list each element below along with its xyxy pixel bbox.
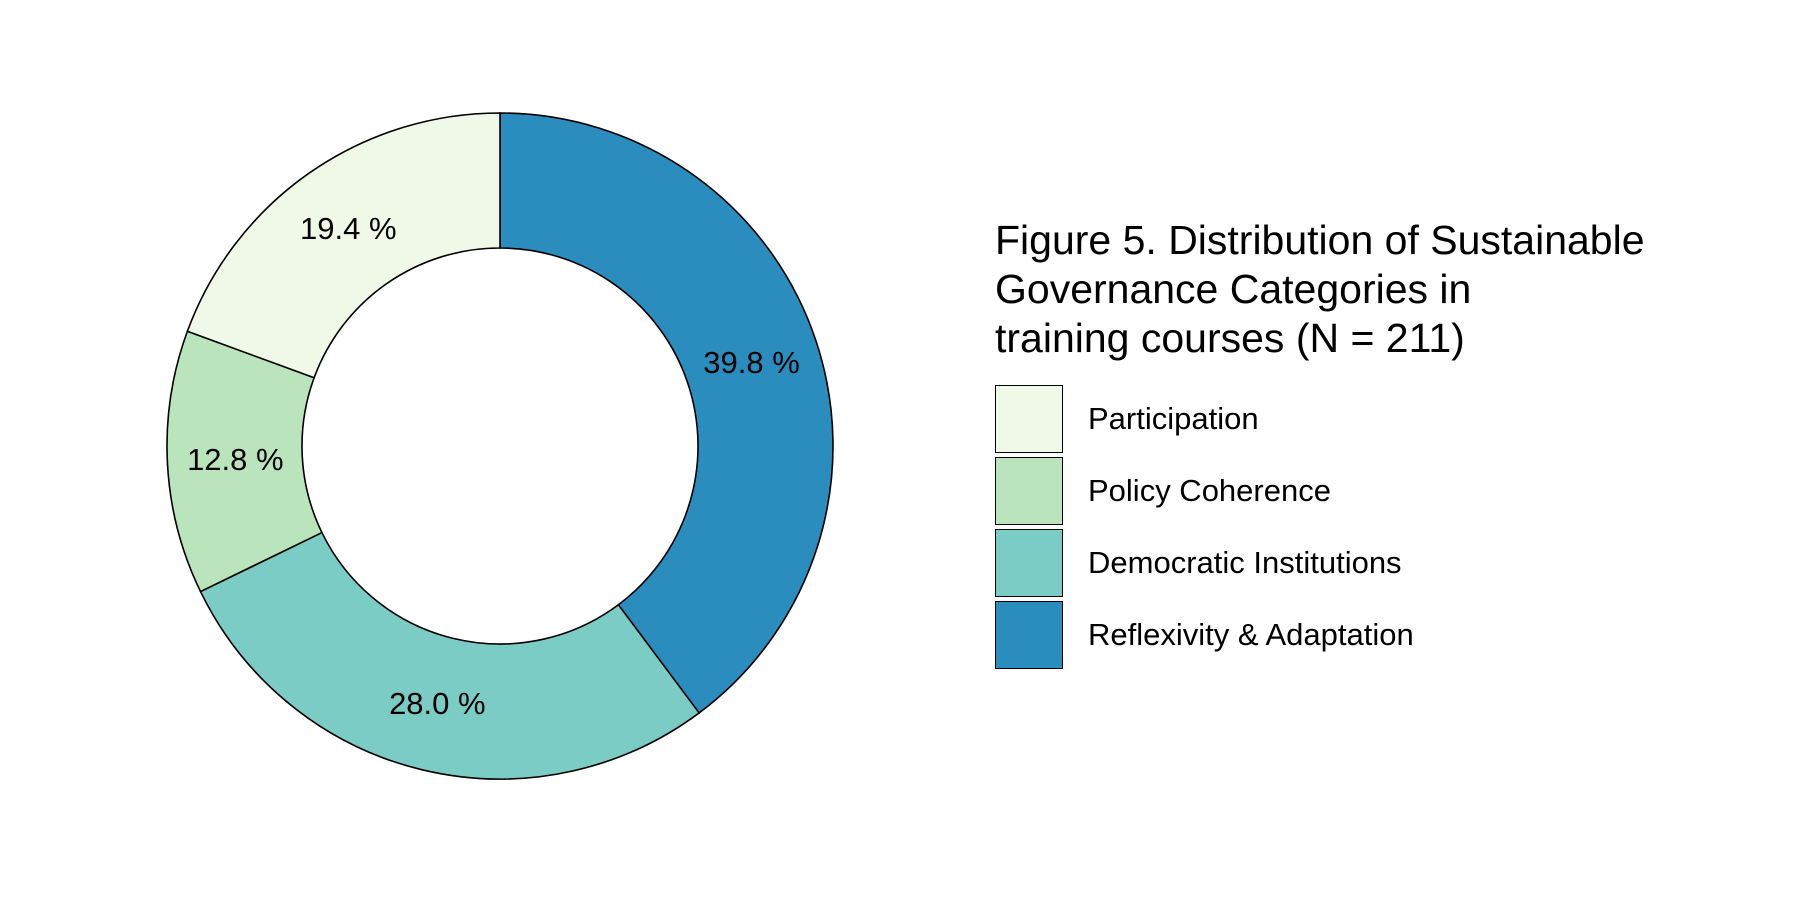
donut-slice-democratic-institutions bbox=[199, 531, 701, 780]
donut-chart: 39.8 % 28.0 % 12.8 % 19.4 % bbox=[166, 112, 834, 780]
legend-label-reflexivity-and-adaptation: Reflexivity & Adaptation bbox=[1088, 617, 1414, 652]
slice-label-policy-coherence: 12.8 % bbox=[187, 442, 284, 477]
legend-item-democratic-institutions: Democratic Institutions bbox=[995, 527, 1645, 599]
legend-item-reflexivity-and-adaptation: Reflexivity & Adaptation bbox=[995, 599, 1645, 671]
legend-swatch-policy-coherence bbox=[995, 457, 1063, 525]
slice-label-participation: 19.4 % bbox=[300, 211, 397, 246]
donut-slice-reflexivity-and-adaptation bbox=[499, 112, 834, 715]
legend-item-participation: Participation bbox=[995, 383, 1645, 455]
chart-title: Figure 5. Distribution of Sustainable Go… bbox=[995, 217, 1645, 361]
legend: Figure 5. Distribution of Sustainable Go… bbox=[995, 216, 1645, 671]
donut-slice-participation bbox=[186, 112, 501, 379]
legend-swatch-participation bbox=[995, 385, 1063, 453]
legend-item-policy-coherence: Policy Coherence bbox=[995, 455, 1645, 527]
legend-items: Participation Policy Coherence Democratic … bbox=[995, 383, 1645, 671]
slice-label-reflexivity-and-adaptation: 39.8 % bbox=[703, 345, 800, 380]
slice-label-democratic-institutions: 28.0 % bbox=[389, 686, 486, 721]
legend-swatch-reflexivity-and-adaptation bbox=[995, 601, 1063, 669]
legend-label-policy-coherence: Policy Coherence bbox=[1088, 473, 1331, 508]
legend-label-participation: Participation bbox=[1088, 401, 1259, 436]
legend-swatch-democratic-institutions bbox=[995, 529, 1063, 597]
legend-label-democratic-institutions: Democratic Institutions bbox=[1088, 545, 1402, 580]
